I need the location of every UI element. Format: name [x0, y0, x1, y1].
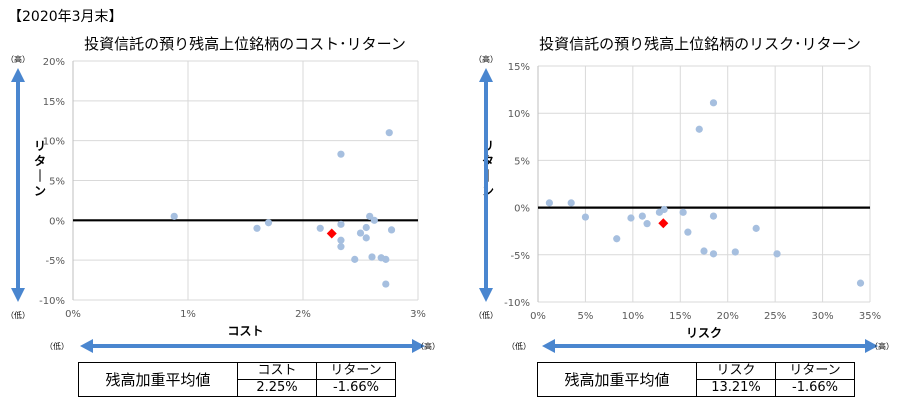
y-tick-label: -5%: [511, 251, 530, 262]
x-arrow-head-left: [542, 339, 555, 353]
data-point: [695, 125, 703, 133]
data-point: [660, 205, 668, 214]
data-point: [638, 212, 646, 220]
table-label: 残高加重平均値: [78, 362, 238, 397]
table-value-cost: 2.25%: [237, 379, 317, 397]
y-tick-label: 20%: [43, 57, 65, 68]
x-tick-label: 30%: [811, 311, 833, 322]
y-arrow-head-down: [479, 288, 493, 302]
data-point: [679, 208, 687, 216]
data-point: [856, 279, 865, 287]
y-tick-label: -10%: [504, 298, 530, 309]
y-axis-label: リタ｜ン: [34, 139, 46, 198]
y-high-label: （高）: [6, 54, 30, 64]
x-tick-label: 2%: [295, 309, 311, 320]
x-tick-label: 35%: [859, 311, 881, 322]
y-tick-label: 15%: [508, 62, 530, 73]
x-arrow-head-right: [865, 339, 878, 353]
data-point: [643, 220, 651, 228]
x-tick-label: 25%: [764, 311, 786, 322]
table-value-return: -1.66%: [775, 379, 855, 397]
y-arrow-head-down: [11, 288, 25, 302]
y-arrow-head-up: [479, 68, 493, 82]
weighted-average-point: [326, 228, 337, 239]
x-axis-label: コスト: [227, 324, 263, 338]
x-axis-label: リスク: [686, 326, 722, 340]
data-point: [581, 213, 590, 221]
data-point: [337, 243, 345, 251]
data-point: [356, 229, 365, 237]
data-point: [316, 224, 324, 232]
data-point: [709, 212, 718, 220]
chart-title: 投資信託の預り残高上位銘柄のコスト･リターン: [84, 35, 406, 53]
data-point: [731, 248, 739, 256]
x-arrow-head-left: [80, 339, 93, 353]
y-high-label: （高）: [474, 54, 498, 64]
x-low-label: （低）: [45, 341, 69, 351]
data-point: [385, 129, 393, 137]
data-point: [382, 255, 390, 263]
x-arrow-head-right: [412, 339, 425, 353]
data-point: [253, 224, 261, 232]
data-point: [773, 250, 781, 258]
data-point: [368, 253, 376, 261]
data-point: [545, 199, 553, 207]
data-point: [362, 234, 370, 242]
data-point: [264, 219, 273, 227]
y-tick-label: 0%: [49, 216, 65, 227]
data-point: [351, 255, 359, 263]
weighted-average-table-cost: 残高加重平均値 コスト リターン 2.25% -1.66%: [78, 362, 396, 397]
y-tick-label: 10%: [508, 109, 530, 120]
x-low-label: （低）: [507, 341, 531, 351]
y-tick-label: 5%: [49, 177, 65, 188]
table-label: 残高加重平均値: [537, 362, 697, 397]
y-low-label: （低）: [6, 310, 30, 320]
x-high-label: （高）: [416, 341, 440, 351]
data-point: [684, 228, 692, 236]
data-point: [337, 150, 345, 158]
x-tick-label: 5%: [577, 311, 593, 322]
data-point: [709, 99, 718, 107]
x-tick-label: 3%: [410, 309, 426, 320]
x-tick-label: 10%: [622, 311, 644, 322]
x-tick-label: 1%: [180, 309, 196, 320]
data-point: [752, 224, 760, 232]
y-tick-label: 10%: [43, 137, 65, 148]
table-value-risk: 13.21%: [696, 379, 776, 397]
y-tick-label: 0%: [514, 204, 530, 215]
data-point: [613, 235, 621, 243]
data-point: [700, 247, 708, 255]
y-tick-label: -10%: [39, 296, 65, 307]
x-tick-label: 20%: [717, 311, 739, 322]
chart-title: 投資信託の預り残高上位銘柄のリスク･リターン: [539, 35, 861, 53]
x-tick-label: 15%: [669, 311, 691, 322]
table-header-return: リターン: [775, 362, 855, 380]
x-high-label: （高）: [870, 341, 894, 351]
data-point: [170, 212, 178, 220]
x-tick-label: 0%: [530, 311, 546, 322]
data-point: [370, 216, 378, 224]
data-point: [337, 220, 345, 228]
table-header-risk: リスク: [696, 362, 776, 380]
data-point: [709, 250, 718, 258]
data-point: [387, 226, 396, 234]
weighted-average-point: [658, 218, 669, 229]
y-tick-label: 5%: [514, 156, 530, 167]
data-point: [382, 280, 390, 288]
weighted-average-table-risk: 残高加重平均値 リスク リターン 13.21% -1.66%: [537, 362, 855, 397]
y-low-label: （低）: [474, 310, 498, 320]
y-tick-label: 15%: [43, 97, 65, 108]
table-value-return: -1.66%: [316, 379, 396, 397]
data-point: [362, 223, 370, 232]
data-point: [627, 214, 635, 222]
y-tick-label: -5%: [46, 256, 65, 267]
y-arrow-head-up: [11, 68, 25, 82]
table-header-cost: コスト: [237, 362, 317, 380]
data-point: [567, 199, 575, 207]
page-header: 【2020年3月末】: [8, 9, 123, 25]
x-tick-label: 0%: [65, 309, 81, 320]
table-header-return: リターン: [316, 362, 396, 380]
data-point: [337, 236, 345, 244]
